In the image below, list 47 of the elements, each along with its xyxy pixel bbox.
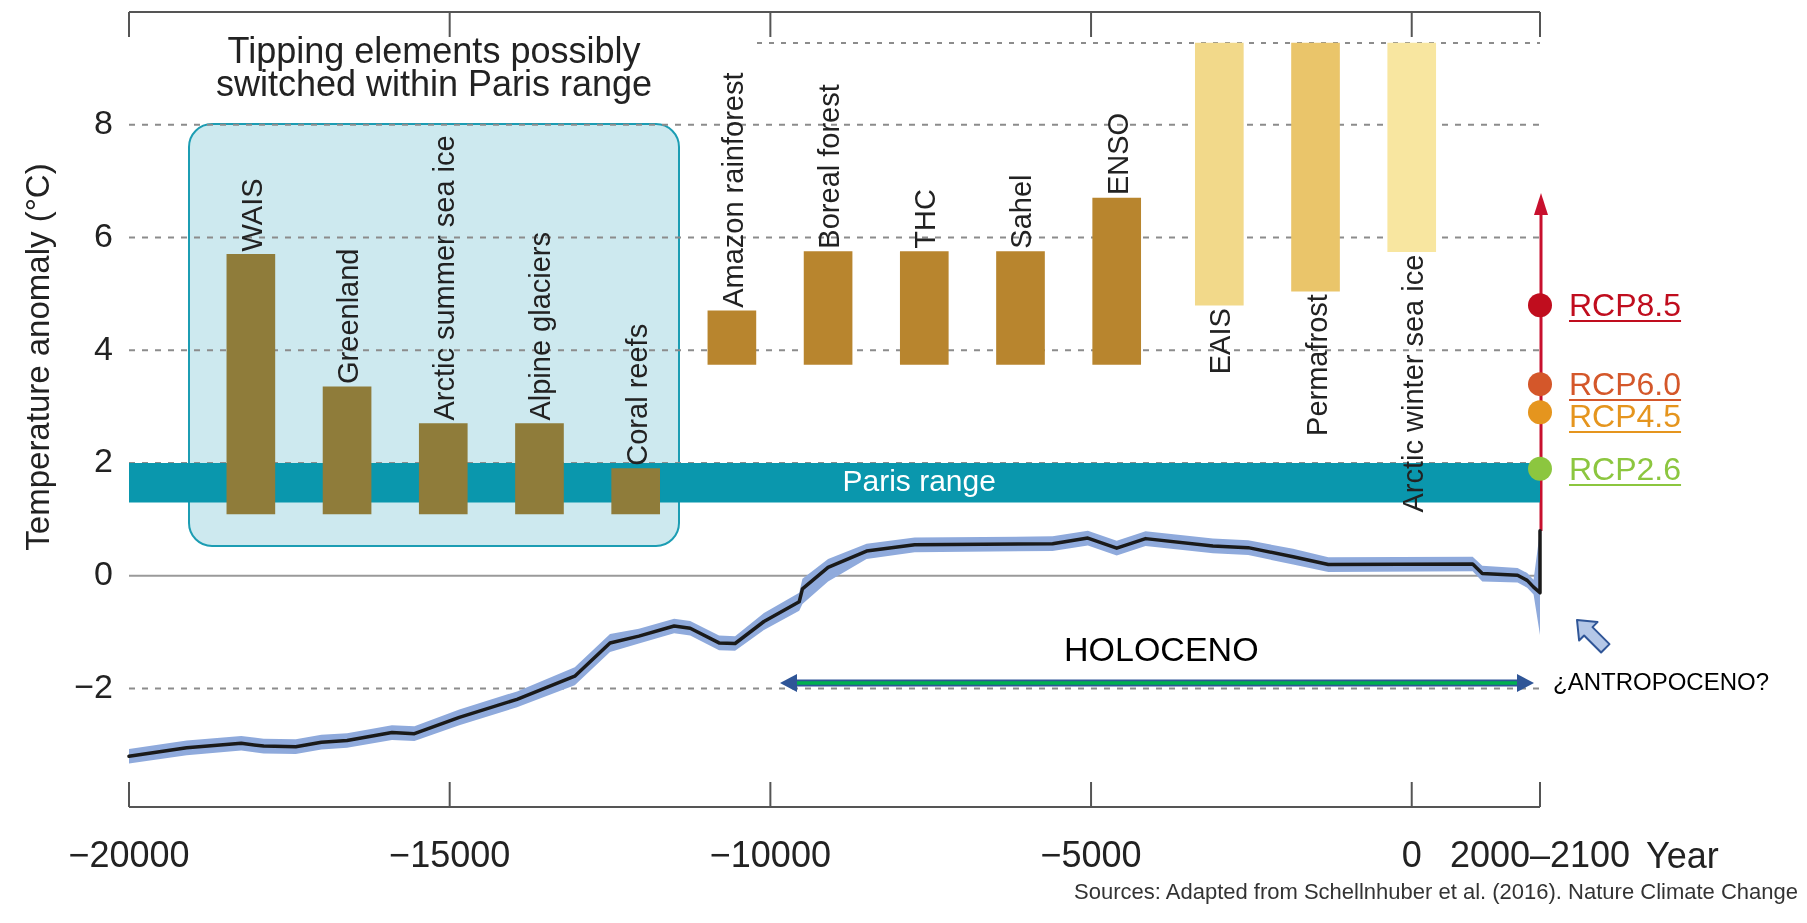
- bar: [1194, 42, 1244, 306]
- bar: [899, 251, 949, 365]
- bar: [1092, 197, 1142, 365]
- y-tick-label: 8: [94, 103, 113, 142]
- text: ¿ANTROPOCENO?: [1553, 668, 1770, 696]
- bar: [1387, 42, 1437, 252]
- text: ENSO: [1101, 112, 1134, 196]
- text: EAIS: [1204, 308, 1237, 375]
- text: Boreal forest: [813, 84, 846, 249]
- annotation: Tipping elements possibly switched within Paris range: [214, 30, 654, 104]
- text: Permafrost: [1300, 294, 1333, 436]
- text: Amazon rainforest: [716, 72, 749, 308]
- bar: [996, 251, 1045, 365]
- series-label: RCP2.6: [1569, 449, 1682, 488]
- x-tick-label: −20000: [68, 833, 190, 875]
- bar: [611, 468, 661, 515]
- y-tick-label: 0: [94, 554, 113, 593]
- bar: [226, 254, 276, 515]
- y-tick-label: −2: [74, 666, 113, 705]
- text: Arctic winter sea ice: [1396, 254, 1429, 513]
- series-label: RCP8.5: [1569, 286, 1682, 325]
- bar: [803, 251, 853, 365]
- y-tick-label: 6: [94, 215, 113, 254]
- x-tick-label: 2000–2100: [1449, 833, 1631, 875]
- bar: [418, 423, 468, 515]
- bar: [322, 386, 372, 515]
- text: Greenland: [332, 248, 365, 384]
- text: THC: [909, 189, 942, 249]
- text: WAIS: [235, 178, 268, 252]
- text: Coral reefs: [620, 323, 653, 466]
- bar: [1291, 42, 1340, 292]
- x-tick-label: −10000: [709, 833, 831, 875]
- source-note: Sources: Adapted from Schellnhuber et al. (2016). Nature Climate Change: [1074, 879, 1798, 905]
- x-tick-label: −15000: [389, 833, 511, 875]
- x-tick-label: −5000: [1040, 833, 1142, 875]
- band-label: Paris range: [842, 464, 996, 498]
- y-tick-label: 4: [94, 328, 113, 367]
- annotation: HOLOCENO: [1064, 630, 1259, 669]
- y-tick-label: 2: [94, 441, 113, 480]
- bar: [707, 310, 757, 365]
- text: Alpine glaciers: [524, 231, 557, 421]
- x-tick-label: 0: [1401, 833, 1422, 875]
- y-axis-title: Temperature anomaly (°C): [19, 163, 57, 551]
- text: Arctic summer sea ice: [428, 135, 461, 421]
- bar: [515, 423, 564, 515]
- x-axis-title: Year: [1646, 834, 1719, 876]
- text: Sahel: [1005, 174, 1038, 249]
